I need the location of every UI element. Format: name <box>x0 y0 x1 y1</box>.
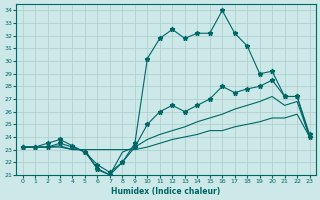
X-axis label: Humidex (Indice chaleur): Humidex (Indice chaleur) <box>111 187 221 196</box>
